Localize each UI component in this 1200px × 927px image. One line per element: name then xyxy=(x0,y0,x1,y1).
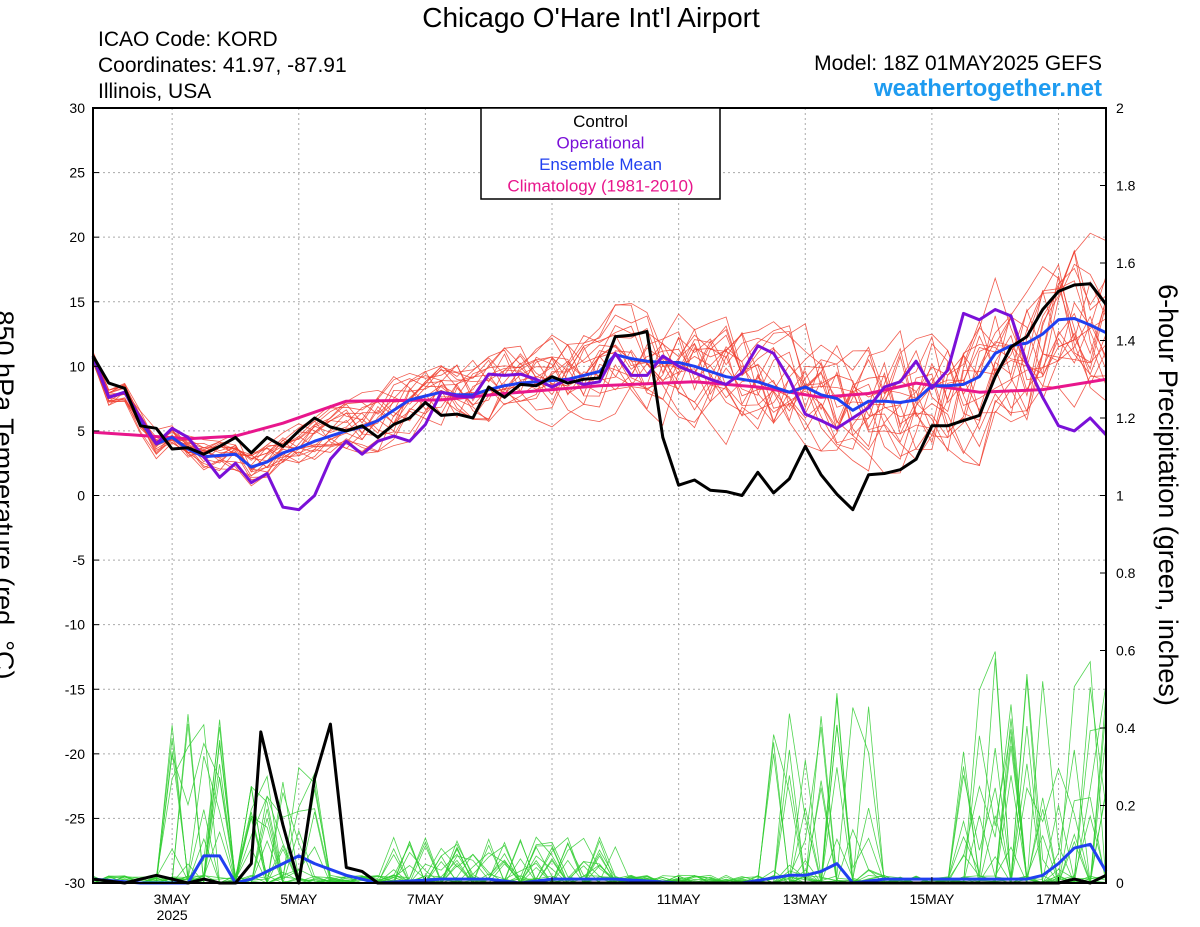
y-tick-label-left: -15 xyxy=(65,681,85,697)
legend-entry: Climatology (1981-2010) xyxy=(507,177,693,196)
ensemble-member-temp xyxy=(92,232,1107,474)
region: Illinois, USA xyxy=(98,80,212,103)
x-tick-label: 7MAY xyxy=(407,891,445,907)
legend-entry: Operational xyxy=(557,134,645,153)
icao-code: ICAO Code: KORD xyxy=(98,28,278,51)
ensemble-member-precip xyxy=(92,651,1107,884)
site-name[interactable]: weathertogether.net xyxy=(873,75,1102,102)
y-tick-label-right: 1.2 xyxy=(1116,410,1136,426)
ensemble-member-temp xyxy=(92,284,1107,460)
ensemble-member-temp xyxy=(92,325,1107,464)
y-tick-label-right: 0.6 xyxy=(1116,643,1136,659)
y-tick-label-right: 1.6 xyxy=(1116,255,1136,271)
y-tick-label-right: 1 xyxy=(1116,488,1124,504)
x-tick-label: 9MAY xyxy=(533,891,571,907)
coordinates: Coordinates: 41.97, -87.91 xyxy=(98,54,347,77)
ensemble-member-temp xyxy=(92,266,1107,473)
ensemble-member-precip xyxy=(93,725,1107,884)
y-tick-label-right: 2 xyxy=(1116,100,1124,116)
y-tick-label-left: 25 xyxy=(69,165,85,181)
series-climatology-1981-2010-temp xyxy=(92,377,1107,441)
y-tick-label-left: -25 xyxy=(65,810,85,826)
y-tick-label-left: 15 xyxy=(69,294,85,310)
ensemble-member-temp xyxy=(92,249,1107,473)
series-control-precip xyxy=(92,722,1107,885)
ensemble-member-precip xyxy=(93,673,1107,884)
ensemble-member-precip xyxy=(92,694,1107,884)
y-tick-label-left: 30 xyxy=(69,100,85,116)
series-operational-temp xyxy=(91,308,1108,512)
ensemble-member-precip xyxy=(92,723,1107,884)
x-tick-label: 5MAY xyxy=(280,891,318,907)
y-tick-label-left: -30 xyxy=(65,875,85,891)
y-tick-label-left: -5 xyxy=(73,552,86,568)
x-tick-sublabel: 2025 xyxy=(157,907,188,923)
series-ensemble-mean-temp xyxy=(91,317,1107,469)
y-tick-label-left: 20 xyxy=(69,229,85,245)
x-tick-label: 17MAY xyxy=(1036,891,1082,907)
x-tick-label: 13MAY xyxy=(783,891,829,907)
ensemble-members-precip xyxy=(92,651,1107,885)
legend-entry: Ensemble Mean xyxy=(539,155,662,174)
series-ensemble-mean-precip xyxy=(92,842,1108,885)
y-tick-label-left: 10 xyxy=(69,358,85,374)
chart-title: Chicago O'Hare Int'l Airport xyxy=(422,2,760,33)
ensemble-member-precip xyxy=(92,718,1107,885)
ensemble-member-precip xyxy=(92,723,1107,884)
legend-box xyxy=(480,107,721,200)
series-layer xyxy=(91,282,1108,885)
gridlines xyxy=(93,108,1106,883)
series-control-temp xyxy=(91,282,1108,512)
x-tick-label: 11MAY xyxy=(657,891,701,907)
y-tick-label-left: -20 xyxy=(65,746,85,762)
x-tick-label: 15MAY xyxy=(909,891,955,907)
legend: Control Operational Ensemble Mean Climatolo… xyxy=(480,107,721,200)
y-tick-label-left: 5 xyxy=(77,423,85,439)
y-tick-label-right: 0.4 xyxy=(1116,720,1136,736)
y-tick-label-right: 0 xyxy=(1116,875,1124,891)
y-tick-label-left: -10 xyxy=(65,617,85,633)
axes: 302520151050-5-10-15-20-25-3021.81.61.41… xyxy=(65,100,1136,923)
y-tick-label-right: 1.8 xyxy=(1116,178,1136,194)
y-tick-label-right: 0.2 xyxy=(1116,798,1136,814)
y-tick-label-left: 0 xyxy=(77,488,85,504)
ensemble-member-temp xyxy=(92,275,1107,476)
x-tick-label: 3MAY xyxy=(154,891,192,907)
y-tick-label-right: 0.8 xyxy=(1116,565,1136,581)
model-run: Model: 18Z 01MAY2025 GEFS xyxy=(814,52,1102,75)
legend-entry: Control xyxy=(573,112,628,131)
y-tick-label-right: 1.4 xyxy=(1116,333,1136,349)
